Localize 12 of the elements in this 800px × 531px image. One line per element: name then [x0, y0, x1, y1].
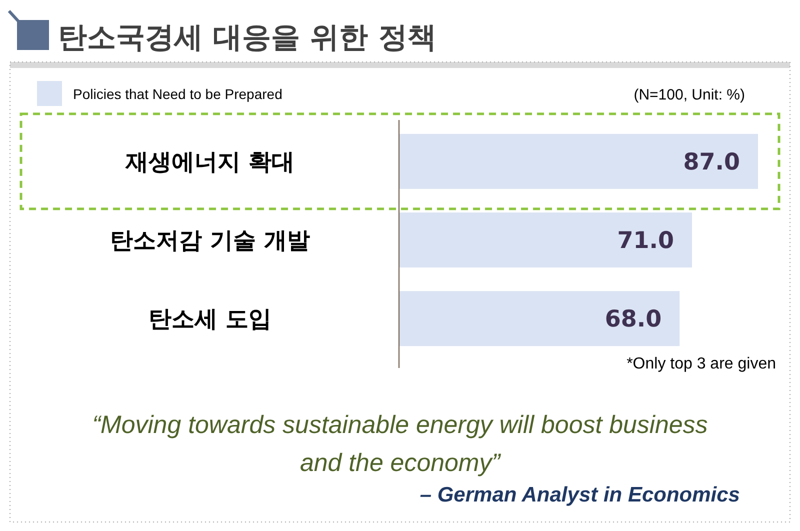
text: “Moving towards sustainable energy will boost business and the economy” — [92, 410, 708, 477]
y-tick-label: 탄소세 도입 — [148, 306, 272, 333]
y-tick-label: 탄소저감 기술 개발 — [110, 228, 310, 254]
annotation: *Only top 3 are given — [626, 356, 776, 373]
text: (N=100, Unit: %) — [634, 86, 745, 104]
data-label: 71.0 — [617, 228, 674, 254]
text: – German Analyst in Economics — [420, 483, 740, 506]
data-label: 87.0 — [683, 149, 740, 176]
legend-label: Policies that Need to be Prepared — [73, 86, 282, 102]
data-label: 68.0 — [604, 306, 662, 333]
y-tick-label: 재생에너지 확대 — [124, 149, 295, 176]
chart-title: 탄소국경세 대응을 위한 정책 — [58, 20, 436, 54]
